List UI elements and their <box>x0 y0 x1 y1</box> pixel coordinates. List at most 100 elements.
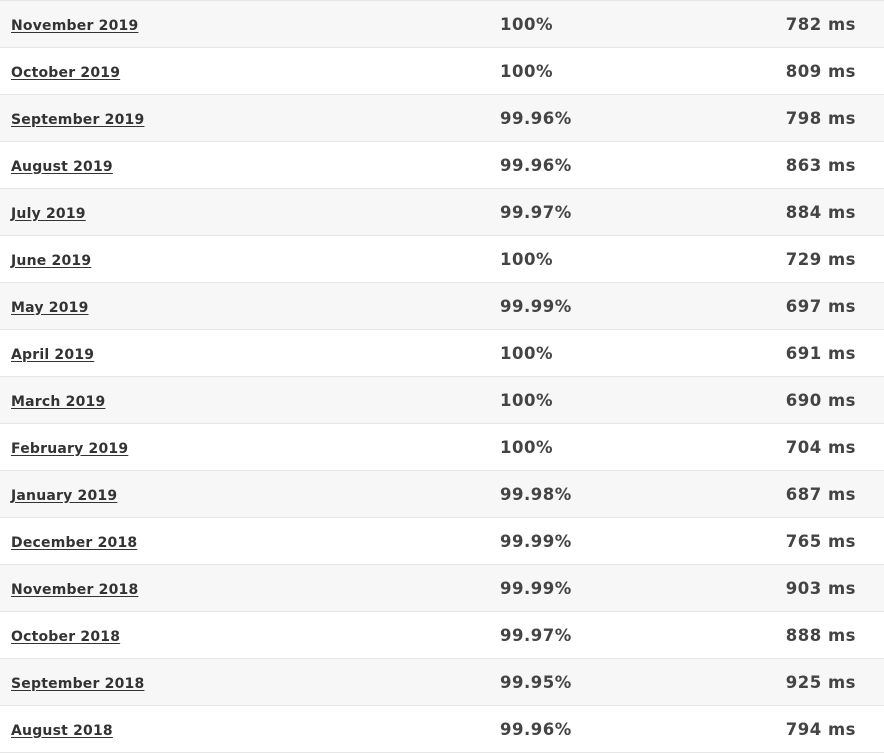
month-cell: September 2018 <box>0 658 500 706</box>
uptime-cell: 100% <box>500 376 720 424</box>
month-link[interactable]: January 2019 <box>11 487 118 504</box>
response-time-cell: 888 ms <box>720 611 884 659</box>
month-cell: May 2019 <box>0 282 500 330</box>
response-time-cell: 704 ms <box>720 423 884 471</box>
month-cell: March 2019 <box>0 376 500 424</box>
month-cell: August 2018 <box>0 705 500 753</box>
table-row: August 2019 99.96% 863 ms <box>0 141 884 189</box>
uptime-value: 100% <box>500 437 553 457</box>
response-time-value: 888 ms <box>785 625 856 645</box>
uptime-cell: 100% <box>500 0 720 48</box>
uptime-cell: 99.99% <box>500 282 720 330</box>
uptime-value: 99.97% <box>500 625 572 645</box>
month-cell: December 2018 <box>0 517 500 565</box>
table-row: June 2019 100% 729 ms <box>0 235 884 283</box>
uptime-value: 100% <box>500 390 553 410</box>
response-time-value: 794 ms <box>785 719 856 739</box>
month-link[interactable]: July 2019 <box>11 205 86 222</box>
uptime-value: 99.99% <box>500 296 572 316</box>
month-cell: July 2019 <box>0 188 500 236</box>
uptime-value: 99.96% <box>500 155 572 175</box>
month-cell: January 2019 <box>0 470 500 518</box>
uptime-cell: 100% <box>500 47 720 95</box>
month-link[interactable]: October 2019 <box>11 64 121 81</box>
month-link[interactable]: September 2018 <box>11 675 145 692</box>
uptime-value: 99.95% <box>500 672 572 692</box>
month-link[interactable]: November 2019 <box>11 17 139 34</box>
response-time-cell: 809 ms <box>720 47 884 95</box>
uptime-value: 99.98% <box>500 484 572 504</box>
month-cell: October 2018 <box>0 611 500 659</box>
response-time-value: 687 ms <box>785 484 856 504</box>
table-row: February 2019 100% 704 ms <box>0 423 884 471</box>
response-time-value: 863 ms <box>785 155 856 175</box>
uptime-cell: 99.96% <box>500 94 720 142</box>
uptime-cell: 99.97% <box>500 188 720 236</box>
response-time-value: 884 ms <box>785 202 856 222</box>
month-link[interactable]: August 2019 <box>11 158 113 175</box>
response-time-value: 925 ms <box>785 672 856 692</box>
month-link[interactable]: March 2019 <box>11 393 106 410</box>
uptime-cell: 100% <box>500 423 720 471</box>
month-link[interactable]: May 2019 <box>11 299 89 316</box>
table-row: November 2018 99.99% 903 ms <box>0 564 884 612</box>
uptime-value: 99.96% <box>500 108 572 128</box>
table-row: October 2019 100% 809 ms <box>0 47 884 95</box>
uptime-value: 99.99% <box>500 531 572 551</box>
month-link[interactable]: April 2019 <box>11 346 95 363</box>
uptime-cell: 99.95% <box>500 658 720 706</box>
uptime-value: 99.96% <box>500 719 572 739</box>
month-cell: November 2018 <box>0 564 500 612</box>
response-time-value: 798 ms <box>785 108 856 128</box>
table-row: October 2018 99.97% 888 ms <box>0 611 884 659</box>
uptime-cell: 99.96% <box>500 141 720 189</box>
table-row: March 2019 100% 690 ms <box>0 376 884 424</box>
response-time-cell: 863 ms <box>720 141 884 189</box>
uptime-value: 100% <box>500 249 553 269</box>
month-link[interactable]: August 2018 <box>11 722 113 739</box>
uptime-cell: 99.97% <box>500 611 720 659</box>
uptime-value: 100% <box>500 61 553 81</box>
month-cell: August 2019 <box>0 141 500 189</box>
response-time-cell: 697 ms <box>720 282 884 330</box>
response-time-cell: 798 ms <box>720 94 884 142</box>
response-time-value: 691 ms <box>785 343 856 363</box>
response-time-cell: 794 ms <box>720 705 884 753</box>
month-link[interactable]: June 2019 <box>11 252 92 269</box>
response-time-cell: 690 ms <box>720 376 884 424</box>
uptime-cell: 99.96% <box>500 705 720 753</box>
response-time-cell: 729 ms <box>720 235 884 283</box>
month-link[interactable]: December 2018 <box>11 534 138 551</box>
month-link[interactable]: September 2019 <box>11 111 145 128</box>
month-cell: September 2019 <box>0 94 500 142</box>
month-cell: October 2019 <box>0 47 500 95</box>
month-cell: June 2019 <box>0 235 500 283</box>
uptime-cell: 99.99% <box>500 564 720 612</box>
table-row: July 2019 99.97% 884 ms <box>0 188 884 236</box>
response-time-value: 809 ms <box>785 61 856 81</box>
table-row: August 2018 99.96% 794 ms <box>0 705 884 753</box>
response-time-value: 765 ms <box>785 531 856 551</box>
response-time-cell: 903 ms <box>720 564 884 612</box>
response-time-value: 704 ms <box>785 437 856 457</box>
uptime-cell: 99.98% <box>500 470 720 518</box>
table-row: April 2019 100% 691 ms <box>0 329 884 377</box>
response-time-value: 782 ms <box>785 14 856 34</box>
uptime-cell: 100% <box>500 235 720 283</box>
month-cell: April 2019 <box>0 329 500 377</box>
response-time-cell: 782 ms <box>720 0 884 48</box>
uptime-value: 99.99% <box>500 578 572 598</box>
response-time-value: 690 ms <box>785 390 856 410</box>
uptime-value: 100% <box>500 343 553 363</box>
month-link[interactable]: October 2018 <box>11 628 121 645</box>
month-cell: February 2019 <box>0 423 500 471</box>
table-row: December 2018 99.99% 765 ms <box>0 517 884 565</box>
month-link[interactable]: February 2019 <box>11 440 129 457</box>
response-time-value: 903 ms <box>785 578 856 598</box>
month-link[interactable]: November 2018 <box>11 581 139 598</box>
month-cell: November 2019 <box>0 0 500 48</box>
table-row: November 2019 100% 782 ms <box>0 0 884 48</box>
response-time-cell: 687 ms <box>720 470 884 518</box>
